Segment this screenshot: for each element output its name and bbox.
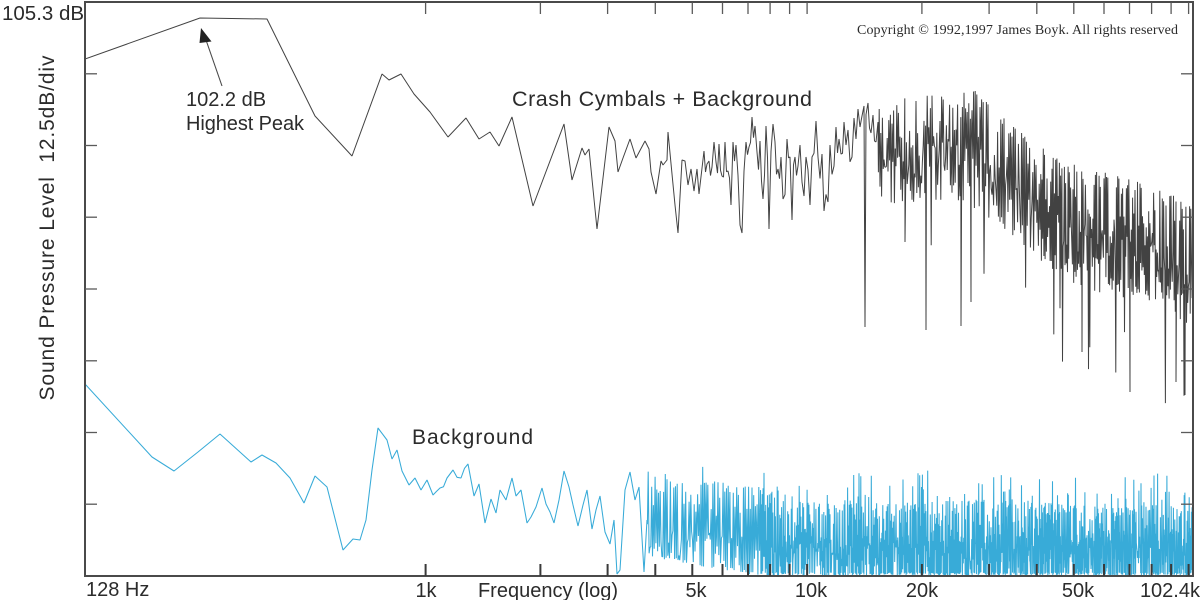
svg-text:102.2 dB: 102.2 dB <box>186 89 266 111</box>
svg-text:128 Hz: 128 Hz <box>86 579 149 600</box>
svg-text:102.4k: 102.4k <box>1140 580 1200 600</box>
svg-text:Frequency (log): Frequency (log) <box>478 580 618 600</box>
svg-text:10k: 10k <box>795 580 828 600</box>
svg-text:50k: 50k <box>1062 580 1095 600</box>
svg-text:1k: 1k <box>415 580 437 600</box>
svg-text:Copyright © 1992,1997 James Bo: Copyright © 1992,1997 James Boyk. All ri… <box>857 23 1178 38</box>
svg-text:Background: Background <box>412 426 533 449</box>
svg-text:Highest Peak: Highest Peak <box>186 113 305 135</box>
svg-text:105.3 dB: 105.3 dB <box>2 2 84 25</box>
svg-text:Crash Cymbals + Background: Crash Cymbals + Background <box>512 87 812 111</box>
svg-text:5k: 5k <box>685 580 707 600</box>
svg-text:Sound Pressure Level 12.5dB/d: Sound Pressure Level 12.5dB/div <box>36 55 59 401</box>
svg-text:20k: 20k <box>906 580 939 600</box>
